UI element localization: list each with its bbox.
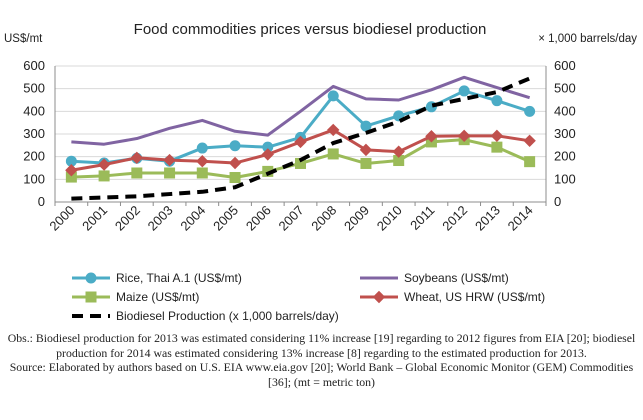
data-point [392,145,405,158]
series-line [71,75,531,146]
data-point [97,158,111,171]
data-point [163,153,176,167]
data-point [458,85,470,97]
y-tick-label-right: 200 [554,149,576,164]
data-point [491,95,503,107]
y-tick-label-left: 600 [23,58,45,73]
y-tick-label-right: 600 [554,58,576,73]
data-point [372,290,386,304]
data-point [130,151,144,165]
legend-label: Maize (US$/mt) [116,290,199,304]
x-tick-label: 2012 [439,203,470,234]
x-tick-label: 2006 [243,203,274,234]
data-point [360,157,372,169]
legend-label: Rice, Thai A.1 (US$/mt) [116,271,242,285]
right-axis-unit: × 1,000 barrels/day [538,33,637,45]
legend-item: Maize (US$/mt) [72,290,199,304]
legend-label: Biodiesel Production (x 1,000 barrels/da… [116,309,339,323]
x-tick-label: 2002 [112,203,143,234]
series-layer [65,75,536,201]
data-point [164,167,176,179]
data-point [327,123,340,137]
legend-item: Biodiesel Production (x 1,000 barrels/da… [72,309,339,323]
data-point [425,130,438,143]
x-tick-label: 2014 [505,203,536,234]
legend-label: Wheat, US HRW (US$/mt) [404,290,545,304]
x-tick-label: 2000 [46,203,77,234]
y-tick-label-right: 300 [554,126,576,141]
y-tick-label-left: 100 [23,171,45,186]
data-point [196,167,208,179]
series-4 [71,76,531,201]
legend-label: Soybeans (US$/mt) [404,271,509,285]
y-tick-label-right: 0 [554,194,561,209]
x-tick-label: 2010 [374,203,405,234]
y-tick-label-left: 300 [23,126,45,141]
data-point [359,143,373,157]
legend-item: Soybeans (US$/mt) [360,271,509,285]
y-tick-label-left: 0 [38,194,45,209]
x-tick-label: 2013 [472,203,503,234]
y-tick-label-right: 400 [554,103,576,118]
y-tick-label-right: 100 [554,171,576,186]
left-axis-unit: US$/mt [4,33,43,45]
data-point [490,129,504,143]
data-point [229,140,241,152]
y-tick-label-left: 200 [23,149,45,164]
data-point [523,134,536,148]
source-note: Source: Elaborated by authors based on U… [9,360,634,389]
data-point [229,172,241,184]
y-tick-label-right: 500 [554,81,576,96]
y-tick-label-left: 400 [23,103,45,118]
data-point [327,90,339,102]
data-point [85,291,97,303]
chart: Food commodities prices versus biodiesel… [4,21,637,323]
data-point [524,105,536,117]
x-tick-label: 2005 [210,203,241,234]
x-tick-label: 2008 [308,203,339,234]
data-point [228,156,242,170]
data-point [65,164,78,177]
data-point [457,129,471,143]
legend: Rice, Thai A.1 (US$/mt) Soybeans (US$/mt)… [72,271,545,323]
data-point [524,156,536,168]
data-point [261,148,274,161]
figure-notes: Obs.: Biodiesel production for 2013 was … [0,331,643,389]
data-point [85,272,97,284]
x-tick-label: 2004 [177,203,208,234]
series-line [71,76,531,201]
x-tick-label: 2011 [407,203,437,233]
x-tick-label: 2001 [79,203,110,234]
x-tick-label: 2007 [276,203,307,234]
data-point [491,141,503,153]
x-tick-label: 2003 [145,203,176,234]
x-tick-label: 2009 [341,203,372,234]
series-line [71,89,531,165]
series-1 [71,75,531,146]
observation-note: Obs.: Biodiesel production for 2013 was … [7,331,636,360]
y-tick-label-left: 500 [23,81,45,96]
data-point [131,167,143,179]
series-3 [65,123,536,177]
chart-title: Food commodities prices versus biodiesel… [134,21,487,38]
data-point [196,142,208,154]
legend-item: Rice, Thai A.1 (US$/mt) [72,271,242,285]
data-point [294,135,307,149]
legend-item: Wheat, US HRW (US$/mt) [360,290,545,304]
data-point [196,154,209,168]
data-point [98,170,110,182]
data-point [327,148,339,160]
